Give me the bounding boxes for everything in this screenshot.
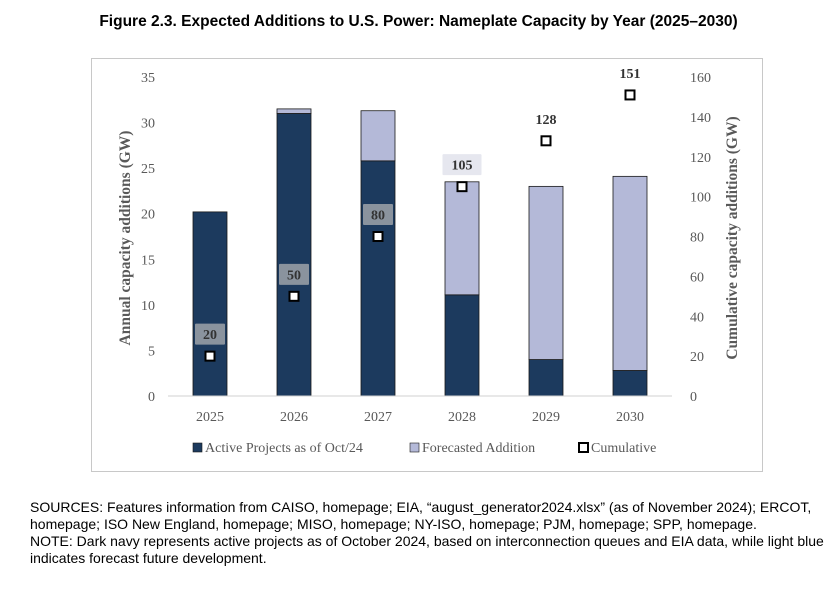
bar-forecast-2027	[360, 110, 396, 162]
y2-tick-label: 140	[690, 111, 711, 126]
cumulative-marker-2027	[372, 231, 384, 242]
bar-active-2026	[276, 113, 312, 397]
cumulative-label-2027: 80	[371, 209, 385, 224]
y2-tick-label: 160	[690, 71, 711, 86]
y2-tick-label: 0	[690, 390, 697, 405]
x-tick-label: 2026	[280, 410, 308, 425]
cumulative-label-2025: 20	[203, 328, 217, 343]
y2-tick-label: 20	[690, 350, 704, 365]
y2-tick-label: 120	[690, 151, 711, 166]
figure-title: Figure 2.3. Expected Additions to U.S. P…	[99, 13, 738, 30]
legend-active-swatch	[192, 442, 203, 453]
cumulative-label-2026: 50	[287, 268, 301, 283]
cumulative-label-2029: 128	[536, 113, 557, 128]
y-tick-label: 15	[141, 253, 155, 268]
figure-notes: SOURCES: Features information from CAISO…	[30, 499, 830, 567]
legend-cumulative-swatch	[578, 442, 589, 453]
sources-text: SOURCES: Features information from CAISO…	[30, 499, 812, 532]
cumulative-marker-2029	[540, 135, 552, 147]
y2-tick-label: 60	[690, 270, 704, 285]
bar-active-2028	[444, 294, 480, 397]
bar-forecast-2029	[528, 185, 564, 360]
cumulative-label-box-2025	[195, 323, 225, 345]
legend-forecast-label: Forecasted Addition	[422, 441, 535, 456]
bar-active-2025	[192, 211, 228, 397]
y2-tick-label: 40	[690, 310, 704, 325]
cumulative-label-box-2028	[442, 154, 482, 176]
y-axis-title: Annual capacity additions (GW)	[117, 131, 134, 346]
y-tick-label: 10	[141, 299, 155, 314]
x-tick-label: 2025	[196, 410, 224, 425]
legend-cumulative-label: Cumulative	[591, 441, 656, 456]
bar-forecast-2026	[276, 108, 312, 114]
y-tick-label: 25	[141, 162, 155, 177]
y2-tick-label: 100	[690, 191, 711, 206]
y-tick-label: 5	[148, 344, 155, 359]
y-tick-label: 0	[148, 390, 155, 405]
y-tick-label: 20	[141, 208, 155, 223]
y-tick-label: 30	[141, 117, 155, 132]
bar-active-2030	[612, 370, 648, 397]
y2-axis-title: Cumulative capacity additions (GW)	[724, 116, 741, 359]
bar-forecast-2030	[612, 175, 648, 371]
bar-active-2027	[360, 160, 396, 397]
cumulative-marker-2025	[204, 350, 216, 362]
cumulative-label-2030: 151	[620, 67, 641, 82]
x-tick-label: 2029	[532, 410, 560, 425]
x-tick-label: 2028	[448, 410, 476, 425]
note-text: NOTE: Dark navy represents active projec…	[30, 533, 824, 566]
legend-forecast-swatch	[409, 442, 420, 453]
bar-forecast-2028	[444, 181, 480, 296]
x-tick-label: 2030	[616, 410, 644, 425]
legend-active-label: Active Projects as of Oct/24	[205, 441, 363, 456]
cumulative-label-box-2027	[363, 204, 393, 225]
cumulative-marker-2028	[456, 181, 468, 193]
y-tick-label: 35	[141, 71, 155, 86]
cumulative-marker-2030	[624, 89, 636, 101]
x-tick-label: 2027	[364, 410, 392, 425]
chart-frame	[91, 58, 763, 472]
cumulative-marker-2026	[288, 290, 300, 302]
cumulative-label-box-2026	[279, 263, 309, 285]
bar-active-2029	[528, 359, 564, 397]
y2-tick-label: 80	[690, 231, 704, 246]
cumulative-label-2028: 105	[452, 159, 473, 174]
